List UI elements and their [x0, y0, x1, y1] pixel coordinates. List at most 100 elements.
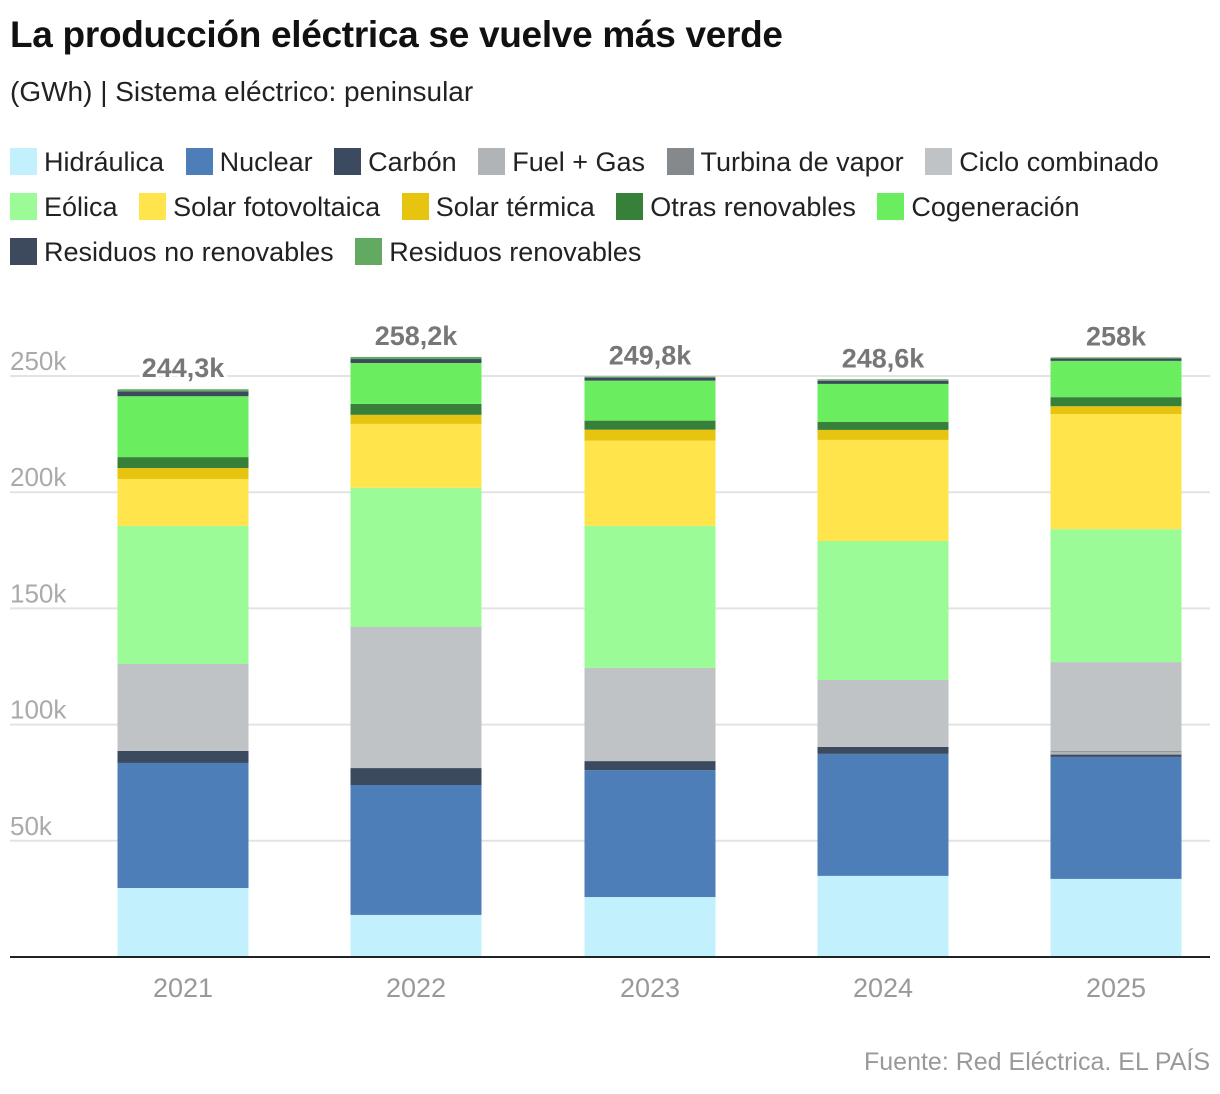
bar-segment	[584, 429, 716, 441]
bar-segment	[1050, 406, 1182, 415]
bar-segment	[817, 380, 949, 384]
bar-segment	[584, 897, 716, 957]
total-label: 258,2k	[375, 321, 459, 351]
bar-segment	[1050, 360, 1182, 398]
bar-segment	[1050, 878, 1182, 957]
bar-segment	[350, 359, 482, 363]
legend-label: Ciclo combinado	[959, 147, 1159, 177]
legend-label: Hidráulica	[44, 147, 165, 177]
bar-segment	[350, 487, 482, 627]
x-tick-label: 2022	[386, 973, 446, 1003]
total-label: 249,8k	[609, 340, 693, 370]
bar-segment	[1050, 751, 1182, 753]
bar-segment	[584, 440, 716, 526]
legend-item: Solar fotovoltaica	[139, 192, 380, 222]
bar-segment	[817, 383, 949, 423]
legend-swatch	[877, 193, 905, 220]
legend-swatch	[478, 148, 506, 175]
y-tick-label: 250k	[10, 346, 67, 376]
legend-item: Residuos renovables	[355, 237, 641, 267]
legend-label: Nuclear	[219, 147, 313, 177]
bar-segment	[117, 525, 249, 664]
legend-swatch	[139, 193, 167, 220]
y-tick-label: 200k	[10, 462, 67, 492]
bar-segment	[817, 439, 949, 542]
legend-label: Solar fotovoltaica	[173, 192, 381, 222]
bar-segment	[817, 753, 949, 876]
legend-swatch	[10, 148, 37, 175]
legend-label: Cogeneración	[911, 192, 1080, 222]
chart-title: La producción eléctrica se vuelve más ve…	[10, 14, 783, 55]
bar-segment	[584, 761, 716, 771]
legend-item: Fuel + Gas	[478, 147, 645, 177]
legend-label: Otras renovables	[650, 192, 856, 222]
legend-item: Cogeneración	[877, 192, 1080, 222]
bar-segment	[350, 626, 482, 769]
bar-segment	[1050, 752, 1182, 755]
legend-swatch	[10, 238, 37, 265]
legend-swatch	[925, 148, 953, 175]
bar-segment	[584, 770, 716, 898]
legend-label: Fuel + Gas	[512, 147, 646, 177]
bar-segment	[117, 396, 249, 458]
y-tick-label: 100k	[10, 695, 67, 725]
legend-item: Hidráulica	[10, 147, 164, 177]
legend-item: Residuos no renovables	[10, 237, 334, 267]
legend-swatch	[334, 148, 362, 175]
bar-segment	[817, 422, 949, 430]
legend-item: Turbina de vapor	[666, 147, 904, 177]
x-tick-label: 2024	[853, 973, 913, 1003]
legend-label: Carbón	[368, 147, 457, 177]
bar-segment	[584, 525, 716, 668]
bar-segment	[817, 379, 949, 381]
legend-item: Solar térmica	[401, 192, 595, 222]
legend-swatch	[401, 193, 429, 220]
bar-segment	[117, 457, 249, 469]
bar-segment	[117, 663, 249, 751]
bar-segment	[117, 887, 249, 957]
stacked-bar-chart: 50k 100k 150k 200k 250k 244,3k 2021 258,2k 2022 2…	[10, 318, 1210, 1003]
bar-segment	[1050, 397, 1182, 407]
legend-swatch	[666, 148, 694, 175]
legend-swatch	[185, 148, 213, 175]
bar-segment	[584, 376, 716, 378]
legend-item: Carbón	[334, 147, 457, 177]
bar-segment	[584, 380, 716, 421]
bar-segment	[817, 679, 949, 747]
total-label: 244,3k	[142, 353, 226, 383]
x-tick-label: 2023	[620, 973, 680, 1003]
bar-segment	[817, 541, 949, 680]
bar-segment	[350, 362, 482, 404]
legend-item: Otras renovables	[616, 192, 856, 222]
legend-label: Solar térmica	[435, 192, 595, 222]
y-tick-label: 150k	[10, 578, 67, 608]
bar-segment	[350, 356, 482, 360]
bar-segment	[1050, 529, 1182, 663]
legend-label: Turbina de vapor	[700, 147, 904, 177]
legend-swatch	[355, 238, 383, 265]
legend-item: Ciclo combinado	[925, 147, 1159, 177]
bar-segment	[350, 914, 482, 957]
bar-segment	[350, 768, 482, 786]
bar-segment	[1050, 414, 1182, 530]
bar-segment	[350, 423, 482, 488]
y-tick-label: 50k	[10, 811, 53, 841]
bar-segment	[1050, 358, 1182, 361]
legend-label: Residuos renovables	[389, 237, 642, 267]
bar-segment	[117, 750, 249, 763]
bar-segment	[350, 414, 482, 424]
bar-segment	[1050, 754, 1182, 757]
legend-item: Eólica	[10, 192, 118, 222]
total-label: 248,6k	[842, 343, 926, 373]
legend: Hidráulica Nuclear Carbón Fuel + Gas Tur…	[10, 140, 1210, 275]
bar-segment	[1050, 756, 1182, 879]
bar-segment	[117, 762, 249, 888]
legend-swatch	[616, 193, 644, 220]
bar-segment	[1050, 662, 1182, 752]
total-label: 258k	[1086, 321, 1147, 351]
bar-segment	[117, 391, 249, 397]
bar-segment	[350, 785, 482, 915]
bar-segment	[350, 403, 482, 415]
bar-segment	[117, 468, 249, 479]
bar-segment	[584, 377, 716, 381]
